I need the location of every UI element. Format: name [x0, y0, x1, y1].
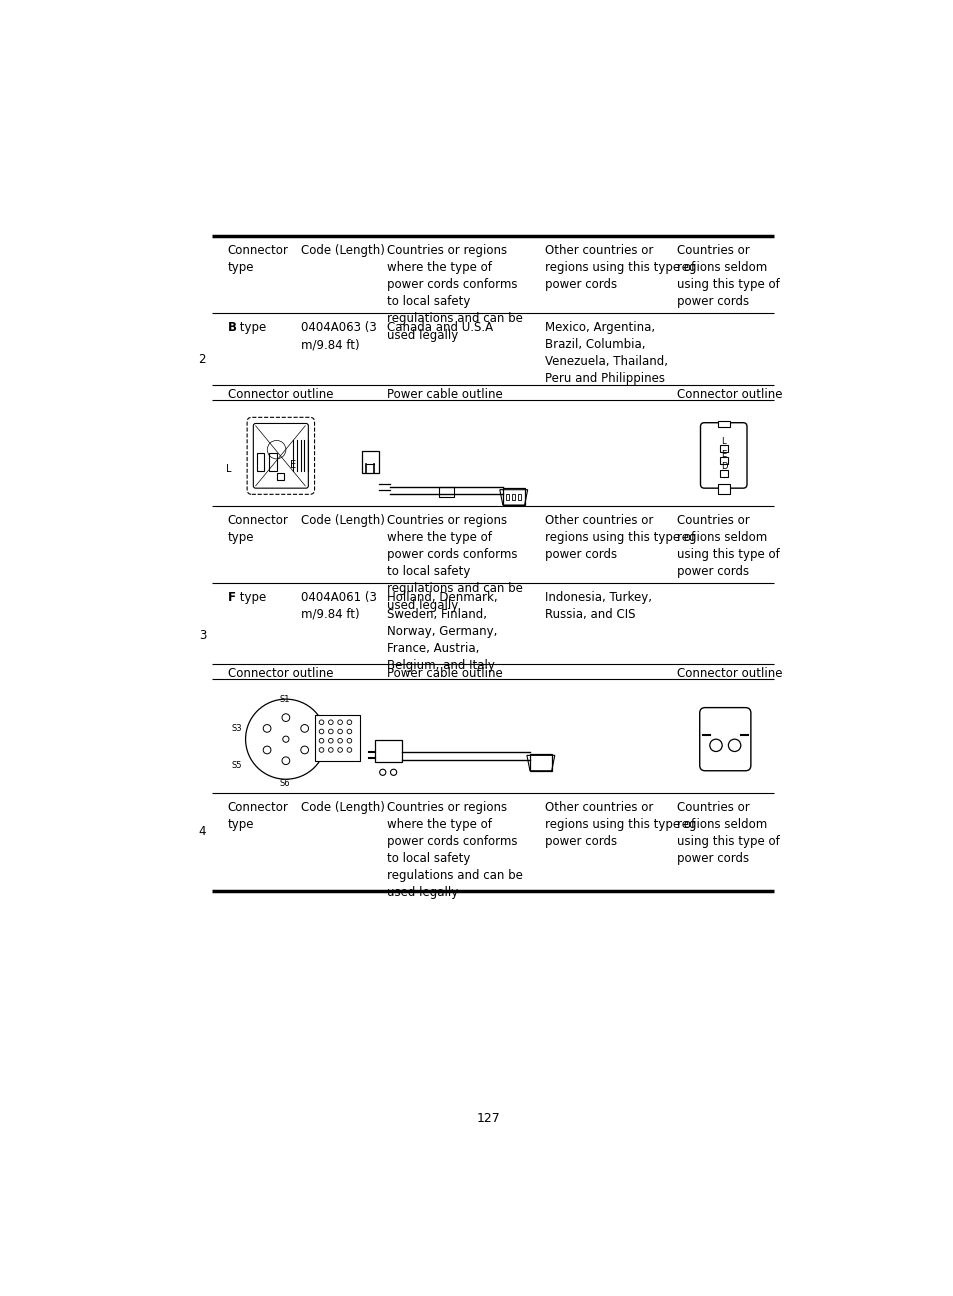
- Text: Other countries or
regions using this type of
power cords: Other countries or regions using this ty…: [545, 801, 695, 848]
- Text: Other countries or
regions using this type of
power cords: Other countries or regions using this ty…: [545, 244, 695, 292]
- Text: Mexico, Argentina,
Brazil, Columbia,
Venezuela, Thailand,
Peru and Philippines: Mexico, Argentina, Brazil, Columbia, Ven…: [545, 321, 668, 385]
- Text: S3: S3: [232, 723, 242, 732]
- Text: Connector outline: Connector outline: [228, 667, 333, 680]
- Text: F: F: [228, 591, 235, 604]
- Bar: [361, 451, 378, 473]
- Bar: [438, 486, 454, 498]
- Bar: [720, 457, 727, 464]
- Text: Connector
type: Connector type: [228, 801, 289, 831]
- Text: 2: 2: [198, 354, 206, 367]
- Text: D: D: [720, 461, 727, 470]
- Bar: [517, 494, 521, 500]
- Text: S5: S5: [232, 761, 242, 770]
- Text: Connector
type: Connector type: [228, 244, 289, 273]
- Bar: [717, 421, 729, 428]
- Text: Countries or
regions seldom
using this type of
power cords: Countries or regions seldom using this t…: [677, 244, 780, 308]
- Bar: [257, 452, 264, 472]
- Text: 4: 4: [198, 826, 206, 839]
- Text: Indonesia, Turkey,
Russia, and CIS: Indonesia, Turkey, Russia, and CIS: [545, 591, 652, 621]
- Text: L: L: [226, 464, 232, 473]
- Text: Code (Length): Code (Length): [301, 513, 385, 526]
- Text: 3: 3: [198, 629, 206, 642]
- Bar: [502, 489, 524, 505]
- Bar: [276, 473, 284, 481]
- Text: L: L: [720, 437, 725, 446]
- Bar: [530, 754, 551, 771]
- Text: S1: S1: [279, 695, 290, 704]
- Text: Connector
type: Connector type: [228, 513, 289, 543]
- Bar: [269, 452, 277, 472]
- Bar: [720, 445, 727, 452]
- Text: S6: S6: [279, 779, 290, 788]
- Text: Holland, Denmark,
Sweden, Finland,
Norway, Germany,
France, Austria,
Belgium, an: Holland, Denmark, Sweden, Finland, Norwa…: [386, 591, 497, 671]
- Text: Other countries or
regions using this type of
power cords: Other countries or regions using this ty…: [545, 513, 695, 561]
- Bar: [315, 714, 360, 761]
- Text: E: E: [720, 450, 726, 459]
- Text: Countries or regions
where the type of
power cords conforms
to local safety
regu: Countries or regions where the type of p…: [386, 244, 522, 342]
- Text: Connector outline: Connector outline: [677, 667, 781, 680]
- Text: Canada and U.S.A: Canada and U.S.A: [386, 321, 493, 334]
- Bar: [505, 494, 509, 500]
- Bar: [720, 469, 727, 477]
- Text: 0404A063 (3
m/9.84 ft): 0404A063 (3 m/9.84 ft): [301, 321, 376, 351]
- Bar: [512, 494, 515, 500]
- Text: E: E: [290, 460, 295, 469]
- Text: type: type: [236, 321, 266, 334]
- Text: Connector outline: Connector outline: [228, 388, 333, 400]
- Text: Countries or
regions seldom
using this type of
power cords: Countries or regions seldom using this t…: [677, 513, 780, 578]
- FancyBboxPatch shape: [375, 740, 402, 762]
- Text: Code (Length): Code (Length): [301, 244, 385, 257]
- Bar: [717, 485, 729, 494]
- Text: Connector outline: Connector outline: [677, 388, 781, 400]
- Text: type: type: [236, 591, 266, 604]
- Text: 0404A061 (3
m/9.84 ft): 0404A061 (3 m/9.84 ft): [301, 591, 376, 621]
- Text: Power cable outline: Power cable outline: [386, 667, 502, 680]
- Text: B: B: [228, 321, 236, 334]
- Text: Countries or
regions seldom
using this type of
power cords: Countries or regions seldom using this t…: [677, 801, 780, 864]
- Text: Code (Length): Code (Length): [301, 801, 385, 814]
- Text: 127: 127: [476, 1112, 500, 1125]
- Text: Power cable outline: Power cable outline: [386, 388, 502, 400]
- Text: Countries or regions
where the type of
power cords conforms
to local safety
regu: Countries or regions where the type of p…: [386, 801, 522, 899]
- Text: Countries or regions
where the type of
power cords conforms
to local safety
regu: Countries or regions where the type of p…: [386, 513, 522, 612]
